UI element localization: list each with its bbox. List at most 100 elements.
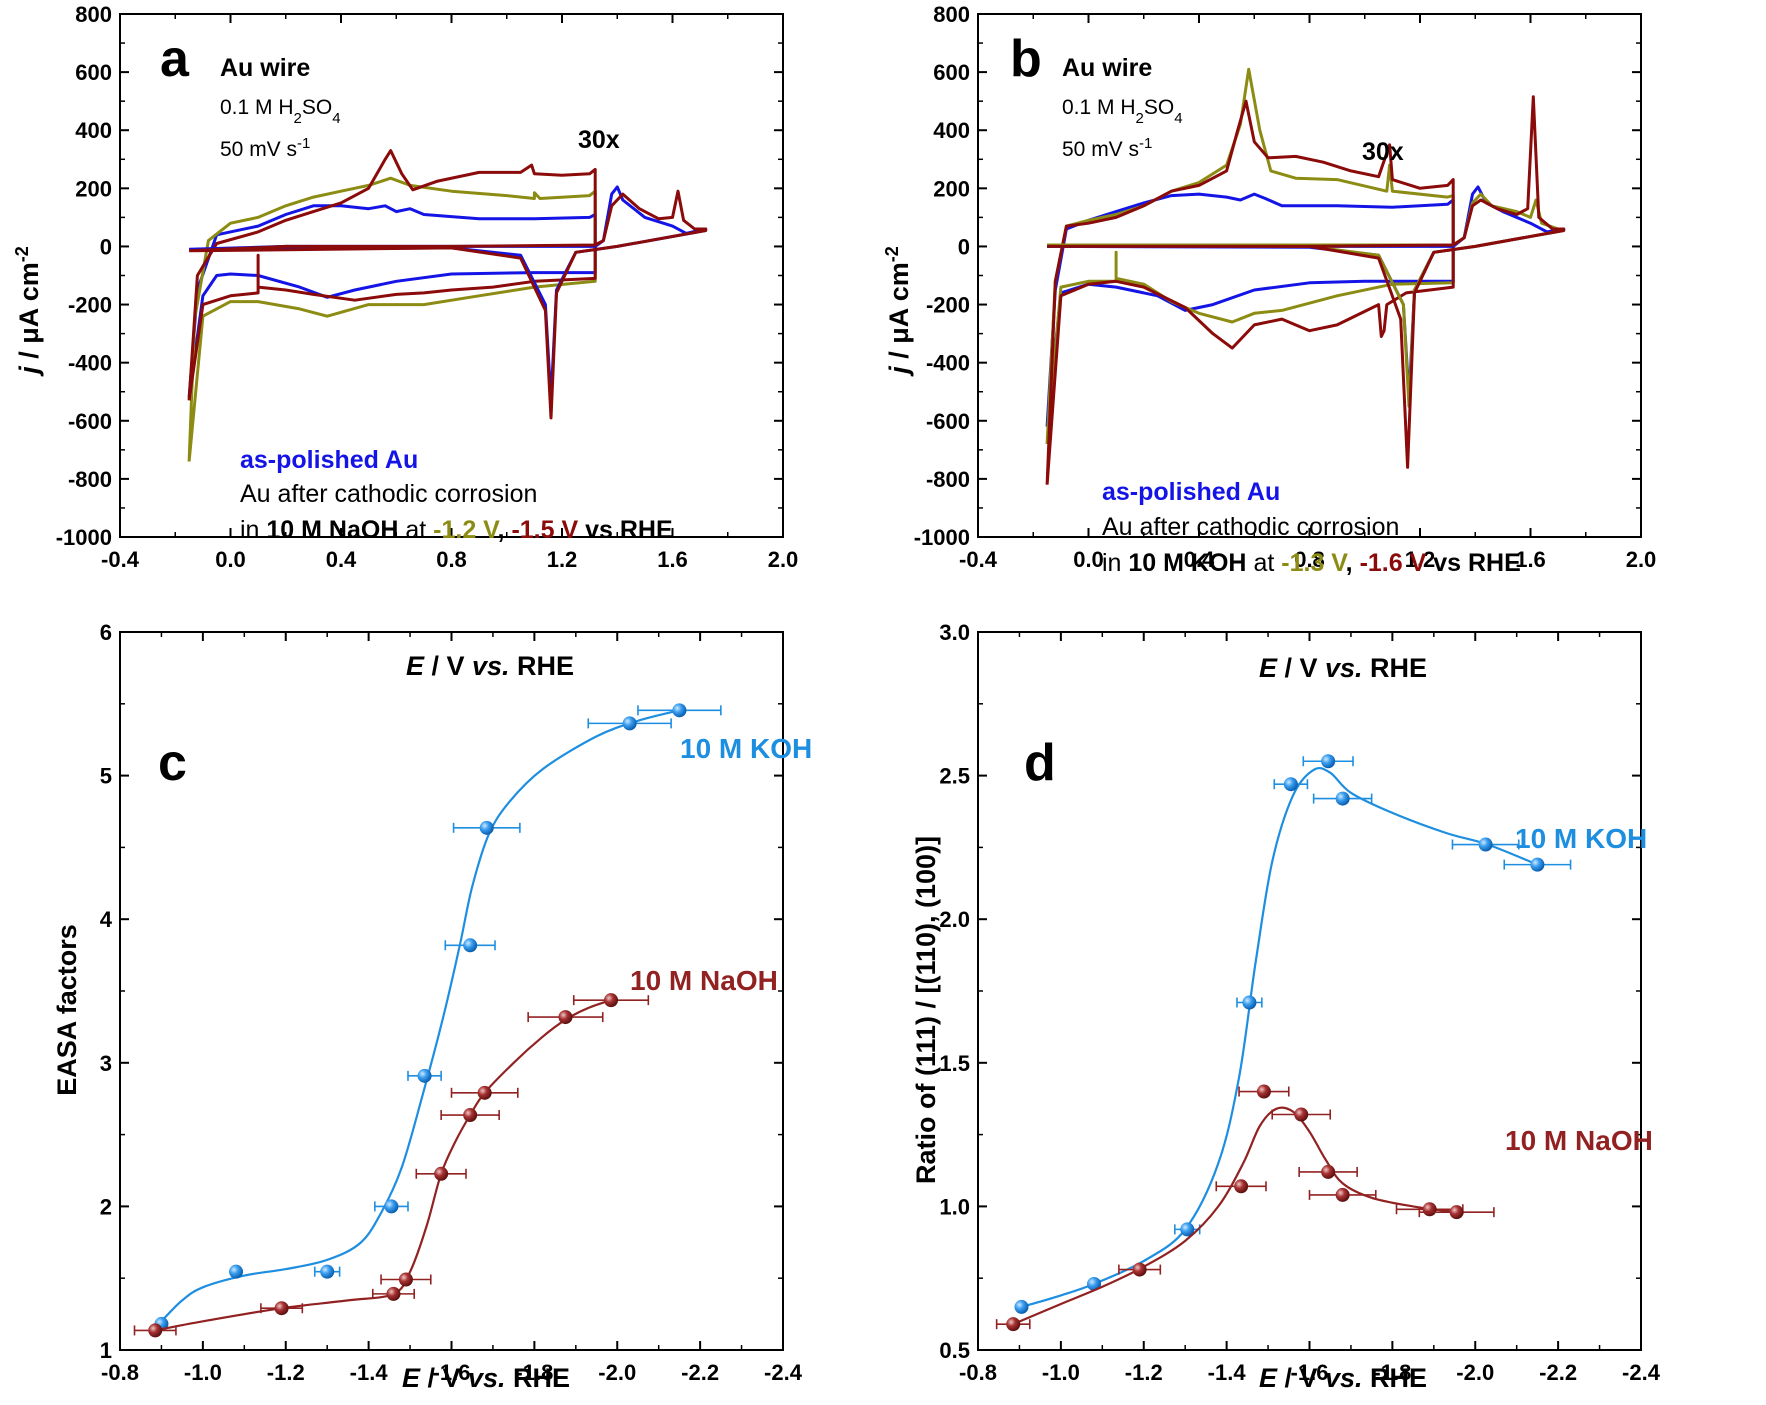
panel-a-ylabel: j / μA cm-2 xyxy=(12,246,44,377)
data-point-koh xyxy=(1321,754,1336,769)
data-point-koh xyxy=(622,716,637,731)
cv-trace-darkred xyxy=(1045,99,1455,485)
data-point-koh xyxy=(1478,837,1493,852)
x-tick-label: 0.0 xyxy=(1073,547,1104,572)
y-tick-label: 600 xyxy=(75,60,112,85)
y-tick-label: -200 xyxy=(68,293,112,318)
y-tick-label: -600 xyxy=(926,409,970,434)
y-tick-label: -1000 xyxy=(56,525,112,550)
cv-trace-darkred xyxy=(1047,95,1566,469)
panel-d: -0.8 -1.0 -1.2 -1.4 -1.6 -1.8 -2.0 -2.2 -2.4 0.5 1… xyxy=(911,620,1661,1393)
panel-a-plot: -0.4 0.0 0.4 0.8 1.2 1.6 2.0 -1000 -800 -600 -400 -… xyxy=(56,2,799,572)
y-tick-label: 1.5 xyxy=(939,1051,970,1076)
panel-b-legend-blue: as-polished Au xyxy=(1102,478,1280,506)
y-tick-label: 4 xyxy=(100,907,113,932)
panel-a-letter: a xyxy=(160,30,190,88)
x-tick-label: -2.0 xyxy=(1456,1360,1494,1385)
data-point-naoh xyxy=(1335,1187,1350,1202)
panel-c: -0.8 -1.0 -1.2 -1.4 -1.6 -1.8 -2.0 -2.2 -2.4 1 2 3 4… xyxy=(52,620,812,1393)
panel-b-multiplier: 30x xyxy=(1362,138,1404,166)
y-tick-label: 1.0 xyxy=(939,1194,970,1219)
panel-d-koh-label: 10 M KOH xyxy=(1515,823,1647,854)
data-point-koh xyxy=(1180,1222,1195,1237)
x-tick-label: -1.0 xyxy=(184,1360,222,1385)
panel-c-xlabel: E / V vs. RHE xyxy=(402,1363,570,1393)
y-tick-label: 400 xyxy=(75,118,112,143)
data-point-koh xyxy=(672,703,687,718)
panel-d-letter: d xyxy=(1024,734,1056,792)
data-point-naoh xyxy=(558,1010,573,1025)
x-tick-label: -2.4 xyxy=(1622,1360,1661,1385)
panel-c-koh-label: 10 M KOH xyxy=(680,733,812,764)
x-tick-label: -0.4 xyxy=(959,547,998,572)
panel-a-electrolyte: 0.1 M H2SO4 xyxy=(220,96,341,127)
x-tick-label: 2.0 xyxy=(1626,547,1657,572)
panel-d-xlabel: E / V vs. RHE xyxy=(1259,1363,1427,1393)
data-point-koh xyxy=(1087,1276,1102,1291)
data-point-naoh xyxy=(1294,1107,1309,1122)
cv-trace-darkred xyxy=(187,149,597,401)
data-point-naoh xyxy=(1449,1205,1464,1220)
panel-b-ylabel: j / μA cm-2 xyxy=(882,246,914,377)
data-point-naoh xyxy=(1006,1317,1021,1332)
cv-trace-blue xyxy=(1045,192,1455,427)
x-tick-label: 0.8 xyxy=(1294,547,1325,572)
panel-a-multiplier: 30x xyxy=(578,126,620,154)
y-tick-label: 200 xyxy=(75,176,112,201)
cv-trace-blue xyxy=(1047,185,1566,399)
data-point-koh xyxy=(1283,777,1298,792)
panel-b-title: Au wire xyxy=(1062,54,1152,82)
panel-c-plot: -0.8 -1.0 -1.2 -1.4 -1.6 -1.8 -2.0 -2.2 -2.4 1 2 3 4… xyxy=(100,620,803,1385)
data-point-naoh xyxy=(1234,1179,1249,1194)
y-tick-label: -400 xyxy=(68,351,112,376)
data-point-naoh xyxy=(1422,1202,1437,1217)
y-tick-label: 6 xyxy=(100,620,112,645)
panel-a: -0.4 0.0 0.4 0.8 1.2 1.6 2.0 -1000 -800 -600 -400 -… xyxy=(12,2,798,681)
x-tick-label: -1.4 xyxy=(350,1360,389,1385)
y-tick-label: -400 xyxy=(926,351,970,376)
data-point-koh xyxy=(1242,995,1257,1010)
y-tick-label: 2.5 xyxy=(939,764,970,789)
x-tick-label: -0.4 xyxy=(101,547,140,572)
y-tick-label: 800 xyxy=(75,2,112,27)
x-tick-label: 0.8 xyxy=(436,547,467,572)
panel-a-legend-blue: as-polished Au xyxy=(240,446,418,474)
data-point-naoh xyxy=(398,1272,413,1287)
cv-trace-olive xyxy=(1047,192,1566,408)
data-point-naoh xyxy=(434,1166,449,1181)
data-point-koh xyxy=(463,938,478,953)
y-tick-label: 200 xyxy=(933,176,970,201)
data-point-koh xyxy=(384,1199,399,1214)
panel-c-letter: c xyxy=(158,734,187,792)
y-tick-label: 600 xyxy=(933,60,970,85)
data-point-koh xyxy=(229,1264,244,1279)
fit-curve-naoh xyxy=(155,999,612,1332)
panel-c-ylabel: EASA factors xyxy=(52,924,82,1096)
x-tick-label: 1.2 xyxy=(547,547,578,572)
y-tick-label: 0.5 xyxy=(939,1338,970,1363)
data-point-naoh xyxy=(463,1108,478,1123)
x-tick-label: 0.4 xyxy=(326,547,357,572)
panel-a-scanrate: 50 mV s-1 xyxy=(220,135,310,162)
data-point-koh xyxy=(1335,791,1350,806)
x-tick-label: 0.4 xyxy=(1184,547,1215,572)
data-point-naoh xyxy=(604,993,619,1008)
x-tick-label: -2.0 xyxy=(598,1360,636,1385)
x-tick-label: -1.4 xyxy=(1208,1360,1247,1385)
x-tick-label: -1.2 xyxy=(267,1360,305,1385)
panel-b: -0.4 0.0 0.4 0.8 1.2 1.6 2.0 -1000 -800 -600 -400 -… xyxy=(882,2,1656,683)
y-tick-label: 3 xyxy=(100,1051,112,1076)
panel-b-legend-line2: Au after cathodic corrosion xyxy=(1102,513,1399,541)
x-tick-label: -1.8 xyxy=(1373,1360,1411,1385)
y-tick-label: 0 xyxy=(958,234,970,259)
y-tick-label: 0 xyxy=(100,234,112,259)
y-tick-label: -800 xyxy=(926,467,970,492)
panel-b-xlabel: E / V vs. RHE xyxy=(1259,653,1427,683)
panel-a-title: Au wire xyxy=(220,54,310,82)
x-tick-label: 0.0 xyxy=(215,547,246,572)
data-point-naoh xyxy=(148,1323,163,1338)
x-tick-label: 1.6 xyxy=(657,547,688,572)
x-tick-label: -2.4 xyxy=(764,1360,803,1385)
x-tick-label: -0.8 xyxy=(101,1360,139,1385)
y-tick-label: -200 xyxy=(926,293,970,318)
